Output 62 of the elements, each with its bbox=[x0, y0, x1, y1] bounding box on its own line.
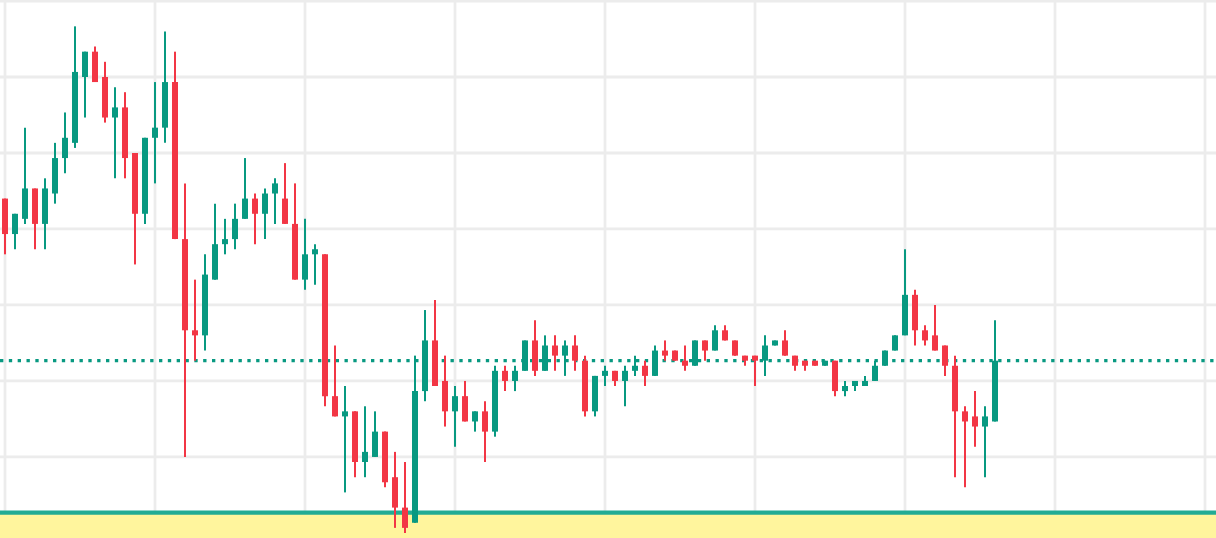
candlestick bbox=[62, 111, 68, 175]
candlestick bbox=[302, 217, 308, 291]
candlestick bbox=[12, 212, 18, 251]
candlestick bbox=[372, 410, 378, 458]
candlestick bbox=[402, 461, 408, 534]
candlestick bbox=[712, 324, 718, 352]
candlestick bbox=[262, 187, 268, 241]
candlestick bbox=[962, 405, 968, 489]
candlestick bbox=[512, 364, 518, 393]
candlestick bbox=[252, 192, 258, 246]
candlestick bbox=[22, 126, 28, 225]
candlestick bbox=[532, 319, 538, 377]
candlestick bbox=[642, 359, 648, 388]
candlestick bbox=[552, 334, 558, 372]
candlestick bbox=[912, 288, 918, 347]
candlestick bbox=[2, 197, 8, 256]
candlestick bbox=[752, 354, 758, 388]
candlestick bbox=[682, 344, 688, 372]
candlestick bbox=[432, 298, 438, 388]
candlestick bbox=[652, 344, 658, 377]
candlestick bbox=[922, 324, 928, 347]
candlestick bbox=[102, 60, 108, 124]
candlestick bbox=[782, 329, 788, 357]
candlestick bbox=[902, 248, 908, 337]
candlestick bbox=[32, 187, 38, 251]
candlestick bbox=[452, 385, 458, 448]
candlestick bbox=[242, 157, 248, 220]
candlestick bbox=[332, 344, 338, 418]
candlestick bbox=[392, 450, 398, 529]
candlestick bbox=[192, 278, 198, 362]
candlestick bbox=[502, 364, 508, 393]
candlestick bbox=[592, 374, 598, 418]
candlestick bbox=[152, 81, 158, 185]
candlestick bbox=[602, 364, 608, 388]
candlestick bbox=[362, 405, 368, 479]
candlestick bbox=[232, 202, 238, 251]
candlestick bbox=[942, 344, 948, 377]
candlestick bbox=[342, 385, 348, 494]
candlestick bbox=[92, 45, 98, 84]
candlestick bbox=[442, 354, 448, 428]
candlestick bbox=[282, 162, 288, 225]
candlestick bbox=[312, 243, 318, 286]
candlestick bbox=[162, 30, 168, 144]
candlestick bbox=[42, 177, 48, 251]
candlestick bbox=[622, 364, 628, 408]
candlestick bbox=[272, 177, 278, 225]
candlestick bbox=[932, 303, 938, 352]
candlestick bbox=[482, 400, 488, 464]
candlestick bbox=[222, 217, 228, 256]
candlestick bbox=[972, 390, 978, 448]
candlestick bbox=[52, 141, 58, 205]
candlestick bbox=[982, 405, 988, 479]
candlestick bbox=[952, 354, 958, 479]
candlestick bbox=[82, 50, 88, 119]
candlestick bbox=[472, 410, 478, 433]
candlestick bbox=[212, 202, 218, 281]
candlestick bbox=[662, 339, 668, 362]
candlestick bbox=[702, 339, 708, 362]
candlestick bbox=[462, 379, 468, 423]
candlestick bbox=[832, 359, 838, 398]
candlestick bbox=[112, 86, 118, 180]
candlestick bbox=[572, 334, 578, 372]
